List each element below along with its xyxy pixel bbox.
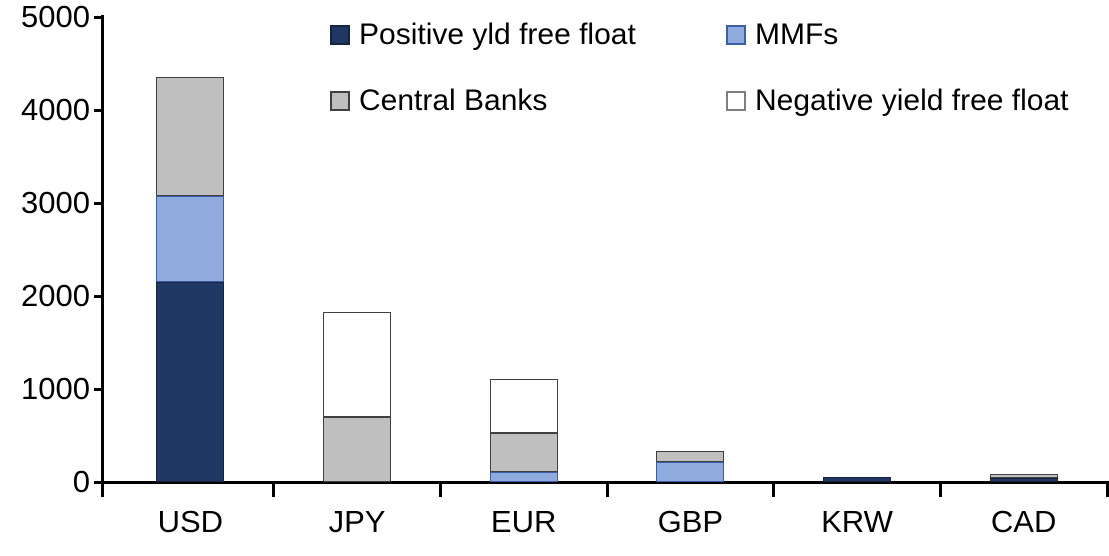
bar-segment-positive-yld-free-float-usd: [156, 282, 225, 482]
y-axis-tick: [94, 480, 104, 484]
bar-segment-central-banks-cad: [989, 474, 1058, 478]
y-axis-line: [101, 15, 104, 497]
x-category-label: CAD: [990, 504, 1057, 539]
legend-item-negative-yield-free-float: Negative yield free float: [726, 84, 1069, 117]
y-axis-tick: [94, 387, 104, 391]
legend-label: Central Banks: [359, 84, 548, 117]
bar-segment-positive-yld-free-float-krw: [823, 477, 891, 482]
legend-item-central-banks: Central Banks: [330, 84, 548, 117]
bar-segment-central-banks-eur: [489, 432, 558, 472]
bar-segment-central-banks-usd: [156, 77, 225, 197]
x-category-label: KRW: [821, 504, 893, 539]
bar-segment-negative-yield-free-float-eur: [489, 378, 558, 433]
x-axis-tick: [438, 481, 442, 497]
y-axis-tick: [94, 15, 104, 19]
bar-segment-mmfs-usd: [156, 196, 225, 283]
y-axis-tick: [94, 201, 104, 205]
y-tick-label: 5000: [21, 0, 90, 34]
legend-swatch-central-banks: [330, 91, 350, 111]
y-tick-label: 1000: [21, 371, 90, 406]
bar-segment-central-banks-gbp: [656, 451, 725, 462]
y-tick-label: 2000: [21, 278, 90, 313]
legend-item-mmfs: MMFs: [726, 18, 839, 51]
y-axis-tick: [94, 108, 104, 112]
x-category-label: GBP: [657, 504, 724, 539]
bar-segment-positive-yld-free-float-cad: [989, 477, 1058, 482]
y-tick-label: 0: [72, 464, 90, 499]
legend-swatch-positive-yld-free-float: [330, 25, 350, 45]
bar-segment-mmfs-gbp: [656, 461, 725, 482]
x-axis-line: [101, 481, 1109, 484]
x-category-label: JPY: [328, 504, 386, 539]
legend-swatch-negative-yield-free-float: [726, 91, 746, 111]
x-category-label: USD: [157, 504, 224, 539]
x-axis-tick: [272, 481, 276, 497]
x-category-label: EUR: [490, 504, 557, 539]
y-tick-label: 4000: [21, 92, 90, 127]
x-axis-tick: [605, 481, 609, 497]
x-axis-tick: [1105, 481, 1109, 497]
bar-segment-negative-yield-free-float-jpy: [323, 311, 391, 417]
bar-segment-central-banks-jpy: [323, 416, 391, 482]
y-tick-label: 3000: [21, 185, 90, 220]
legend-item-positive-yld-free-float: Positive yld free float: [330, 18, 636, 51]
legend-label: MMFs: [755, 18, 839, 51]
bar-segment-mmfs-eur: [489, 471, 558, 482]
legend-swatch-mmfs: [726, 25, 746, 45]
legend-label: Positive yld free float: [359, 18, 636, 51]
y-axis-tick: [94, 294, 104, 298]
legend-label: Negative yield free float: [755, 84, 1069, 117]
x-axis-tick: [938, 481, 942, 497]
x-axis-tick: [772, 481, 776, 497]
